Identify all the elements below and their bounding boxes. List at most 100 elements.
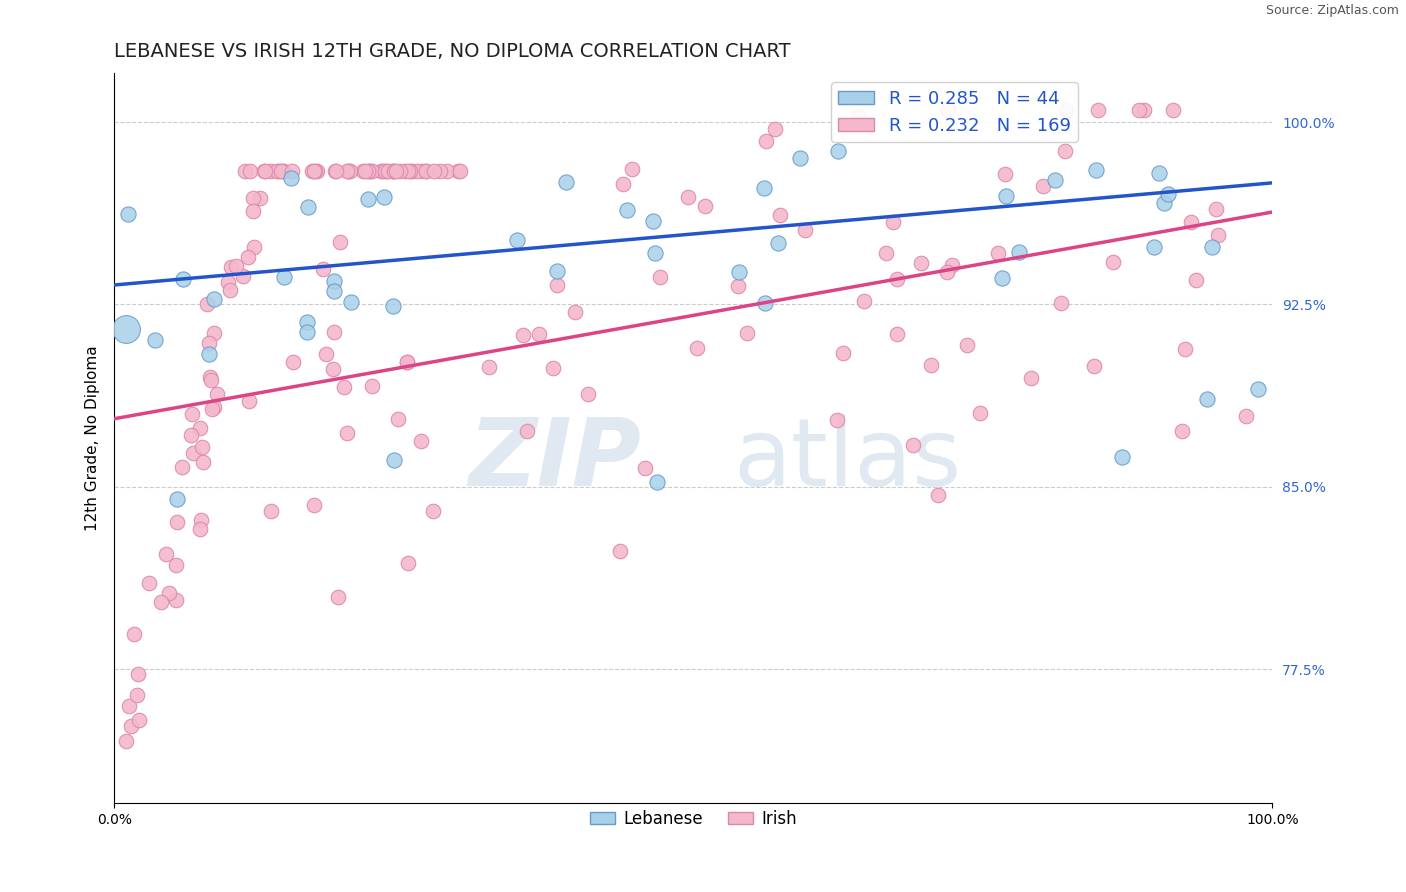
Point bbox=[238, 393, 260, 408]
Point bbox=[769, 208, 792, 222]
Point bbox=[529, 327, 551, 342]
Point bbox=[1185, 273, 1208, 287]
Point bbox=[202, 400, 225, 414]
Point bbox=[763, 122, 786, 136]
Point bbox=[755, 134, 778, 148]
Point bbox=[447, 163, 470, 178]
Point bbox=[727, 279, 749, 293]
Point bbox=[352, 163, 374, 178]
Point bbox=[735, 326, 758, 340]
Point bbox=[322, 362, 344, 376]
Point bbox=[752, 180, 775, 194]
Point bbox=[280, 171, 302, 186]
Point bbox=[138, 576, 160, 591]
Point bbox=[1161, 103, 1184, 117]
Point bbox=[127, 688, 149, 702]
Point bbox=[190, 513, 212, 527]
Point bbox=[304, 163, 326, 178]
Point bbox=[1050, 296, 1073, 310]
Point bbox=[644, 245, 666, 260]
Point bbox=[202, 326, 225, 340]
Point bbox=[371, 163, 394, 178]
Point bbox=[166, 516, 188, 530]
Point bbox=[236, 250, 259, 264]
Point bbox=[239, 163, 262, 178]
Point bbox=[357, 192, 380, 206]
Point bbox=[616, 202, 638, 217]
Point bbox=[621, 162, 644, 177]
Point bbox=[118, 699, 141, 714]
Point bbox=[117, 207, 139, 221]
Point bbox=[242, 203, 264, 218]
Point bbox=[273, 163, 295, 178]
Point bbox=[225, 259, 247, 273]
Point bbox=[1205, 202, 1227, 216]
Text: atlas: atlas bbox=[734, 414, 962, 506]
Point bbox=[987, 246, 1010, 260]
Point bbox=[1008, 245, 1031, 260]
Point bbox=[260, 504, 283, 518]
Point bbox=[1054, 144, 1077, 158]
Point bbox=[273, 163, 295, 178]
Point bbox=[260, 163, 283, 178]
Point bbox=[422, 504, 444, 518]
Point bbox=[395, 355, 418, 369]
Point bbox=[198, 347, 221, 361]
Point bbox=[297, 315, 319, 329]
Point bbox=[676, 189, 699, 203]
Point bbox=[555, 175, 578, 189]
Point bbox=[281, 355, 304, 369]
Point bbox=[253, 163, 276, 178]
Point bbox=[1032, 178, 1054, 193]
Point bbox=[399, 163, 422, 178]
Point bbox=[219, 260, 242, 274]
Point bbox=[281, 163, 304, 178]
Point bbox=[794, 223, 817, 237]
Point bbox=[1087, 103, 1109, 117]
Point bbox=[956, 338, 979, 352]
Point bbox=[1153, 195, 1175, 210]
Point bbox=[312, 262, 335, 277]
Point bbox=[1128, 103, 1150, 117]
Point bbox=[546, 264, 568, 278]
Point bbox=[394, 163, 416, 178]
Point bbox=[172, 272, 194, 286]
Point bbox=[396, 163, 419, 178]
Point bbox=[411, 163, 433, 178]
Point bbox=[120, 719, 142, 733]
Point bbox=[202, 292, 225, 306]
Point bbox=[374, 163, 396, 178]
Point bbox=[297, 325, 319, 339]
Point bbox=[382, 299, 405, 313]
Point bbox=[384, 163, 406, 178]
Point bbox=[269, 163, 291, 178]
Point bbox=[1085, 163, 1108, 178]
Point bbox=[401, 163, 423, 178]
Point bbox=[323, 163, 346, 178]
Point bbox=[406, 163, 429, 178]
Point bbox=[825, 413, 848, 427]
Point bbox=[478, 359, 501, 374]
Point bbox=[512, 328, 534, 343]
Point bbox=[198, 370, 221, 384]
Point bbox=[273, 269, 295, 284]
Point bbox=[361, 163, 384, 178]
Text: LEBANESE VS IRISH 12TH GRADE, NO DIPLOMA CORRELATION CHART: LEBANESE VS IRISH 12TH GRADE, NO DIPLOMA… bbox=[114, 42, 790, 61]
Point bbox=[381, 163, 404, 178]
Point bbox=[882, 215, 904, 229]
Legend: Lebanese, Irish: Lebanese, Irish bbox=[583, 804, 803, 835]
Point bbox=[337, 163, 360, 178]
Point bbox=[852, 294, 875, 309]
Point bbox=[389, 163, 412, 178]
Point bbox=[191, 440, 214, 454]
Text: Source: ZipAtlas.com: Source: ZipAtlas.com bbox=[1265, 4, 1399, 18]
Point bbox=[270, 163, 292, 178]
Point bbox=[128, 713, 150, 727]
Point bbox=[242, 191, 264, 205]
Point bbox=[1143, 240, 1166, 254]
Point bbox=[323, 325, 346, 339]
Point bbox=[1201, 240, 1223, 254]
Point bbox=[576, 387, 599, 401]
Point bbox=[304, 163, 326, 178]
Point bbox=[205, 387, 228, 401]
